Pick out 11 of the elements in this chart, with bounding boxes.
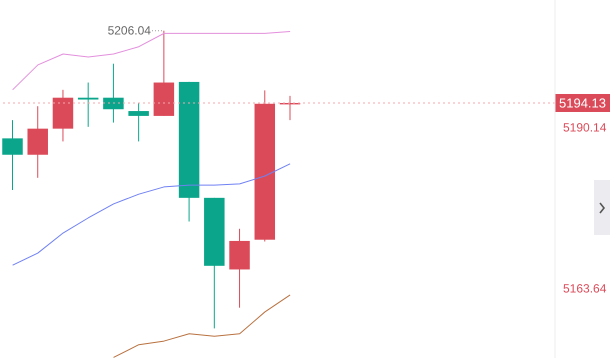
line-series (113, 294, 291, 358)
candlestick (103, 63, 124, 124)
annotation: 5206.04 (108, 24, 152, 38)
line-series (12, 163, 291, 266)
candlestick (280, 95, 300, 121)
y-tick-label: 5190.14 (563, 120, 607, 134)
candlestick (2, 120, 23, 190)
candlestick (78, 82, 98, 128)
candlestick (128, 102, 149, 142)
y-tick-label: 5163.64 (563, 281, 607, 296)
ref-line-label: 5194.13 (559, 95, 606, 110)
